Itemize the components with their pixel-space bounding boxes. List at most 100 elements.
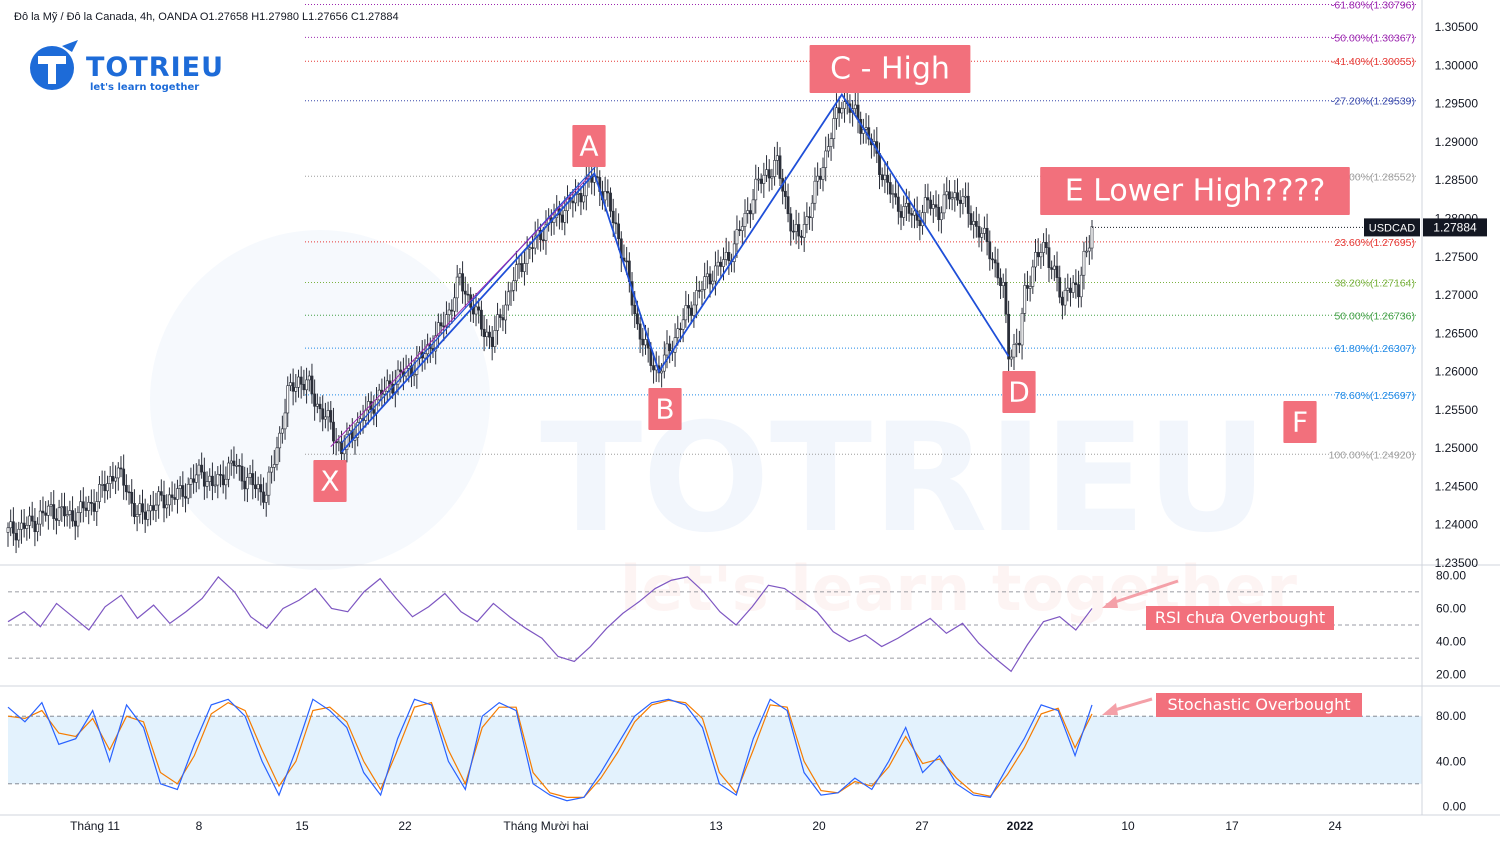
candle-body <box>523 263 526 272</box>
candle-body <box>853 104 857 109</box>
candle-body <box>57 507 61 521</box>
candle-body <box>687 305 690 309</box>
candle-body <box>888 182 892 195</box>
candle-body <box>886 174 889 183</box>
candle-body <box>84 507 88 511</box>
candle-body <box>372 409 376 414</box>
pattern-label: X <box>313 460 347 502</box>
candle-body <box>1028 286 1032 289</box>
candle-body <box>76 512 80 527</box>
candle-body <box>321 408 325 420</box>
candle-body <box>278 432 282 449</box>
pattern-label: D <box>1002 371 1036 413</box>
candle-body <box>176 488 179 500</box>
candle-body <box>1042 242 1045 253</box>
candle-body <box>692 304 696 316</box>
candle-body <box>778 155 782 179</box>
candle-body <box>719 261 723 267</box>
candle-body <box>445 314 448 327</box>
candle-body <box>337 441 341 444</box>
candle-body <box>485 331 489 337</box>
candle-body <box>1090 226 1094 249</box>
fib-level-label: 23.60%(1.27695) <box>1334 237 1415 249</box>
stoch-tick-label: 0.00 <box>1443 799 1467 813</box>
candle-body <box>221 474 225 486</box>
symbol-badge-box <box>1364 218 1420 237</box>
candle-body <box>775 155 779 161</box>
candle-body <box>824 150 828 168</box>
pattern-label-text: E Lower High???? <box>1065 174 1326 209</box>
candle-body <box>461 273 464 292</box>
candle-body <box>792 230 795 233</box>
candle-body <box>1074 282 1078 285</box>
candle-body <box>1047 247 1051 268</box>
candle-body <box>931 204 935 209</box>
candle-body <box>326 410 330 418</box>
candle-body <box>138 503 142 515</box>
candle-body <box>116 467 120 479</box>
pattern-label: B <box>648 388 682 430</box>
candle-body <box>641 338 645 346</box>
time-tick-label: 27 <box>915 819 929 833</box>
candle-body <box>894 193 898 198</box>
candle-body <box>681 319 685 330</box>
candle-body <box>399 369 403 372</box>
logo-tagline: let's learn together <box>90 82 200 93</box>
candle-body <box>668 343 672 352</box>
candle-body <box>525 248 529 264</box>
candle-body <box>983 227 986 234</box>
pattern-label-text: C - High <box>830 52 950 87</box>
candle-body <box>1058 277 1062 298</box>
candle-body <box>289 382 292 386</box>
candle-body <box>918 220 922 227</box>
candle-body <box>423 353 427 359</box>
pattern-label-box <box>809 45 971 93</box>
pattern-label-text: X <box>320 465 339 498</box>
candle-body <box>708 273 712 285</box>
price-tick-label: 1.29500 <box>1435 97 1479 111</box>
candle-body <box>439 322 443 327</box>
candle-body <box>714 265 717 282</box>
candle-body <box>119 467 123 470</box>
symbol-badge-text: USDCAD <box>1369 222 1416 234</box>
candle-body <box>122 468 126 486</box>
candle-body <box>151 505 155 511</box>
candle-body <box>748 210 752 215</box>
candle-body <box>835 107 838 119</box>
time-tick-label: Tháng Mười hai <box>503 819 588 833</box>
time-tick-label: 10 <box>1121 819 1135 833</box>
candle-body <box>883 174 887 181</box>
candle-body <box>517 263 521 265</box>
candle-body <box>765 169 768 176</box>
candle-body <box>243 480 247 490</box>
time-tick-label: 8 <box>196 819 203 833</box>
candle-body <box>1050 267 1054 270</box>
candle-body <box>837 107 841 114</box>
candle-body <box>434 335 438 352</box>
stoch-k-line <box>7 698 1093 802</box>
candle-body <box>141 503 144 513</box>
candle-body <box>1036 251 1040 258</box>
candle-body <box>143 511 147 520</box>
pattern-label-box <box>1283 401 1317 443</box>
candle-body <box>227 462 230 480</box>
candle-body <box>1012 344 1016 358</box>
rsi-annotation: RSI chưa Overbought <box>1155 608 1325 627</box>
candle-body <box>474 306 478 315</box>
candle-body <box>700 289 704 292</box>
candle-body <box>30 515 34 522</box>
pattern-label-box <box>1002 371 1036 413</box>
candle-body <box>224 478 228 486</box>
time-tick-label: 17 <box>1225 819 1239 833</box>
candle-body <box>786 196 790 215</box>
candle-body <box>291 382 295 392</box>
stoch-annotation-box <box>1156 693 1362 717</box>
candle-body <box>167 494 171 506</box>
candle-body <box>985 227 989 243</box>
candle-body <box>17 528 21 541</box>
candle-body <box>345 434 349 450</box>
candle-body <box>60 506 64 509</box>
stoch-d-line <box>7 699 1093 798</box>
candle-body <box>843 101 846 109</box>
candle-body <box>159 491 163 496</box>
